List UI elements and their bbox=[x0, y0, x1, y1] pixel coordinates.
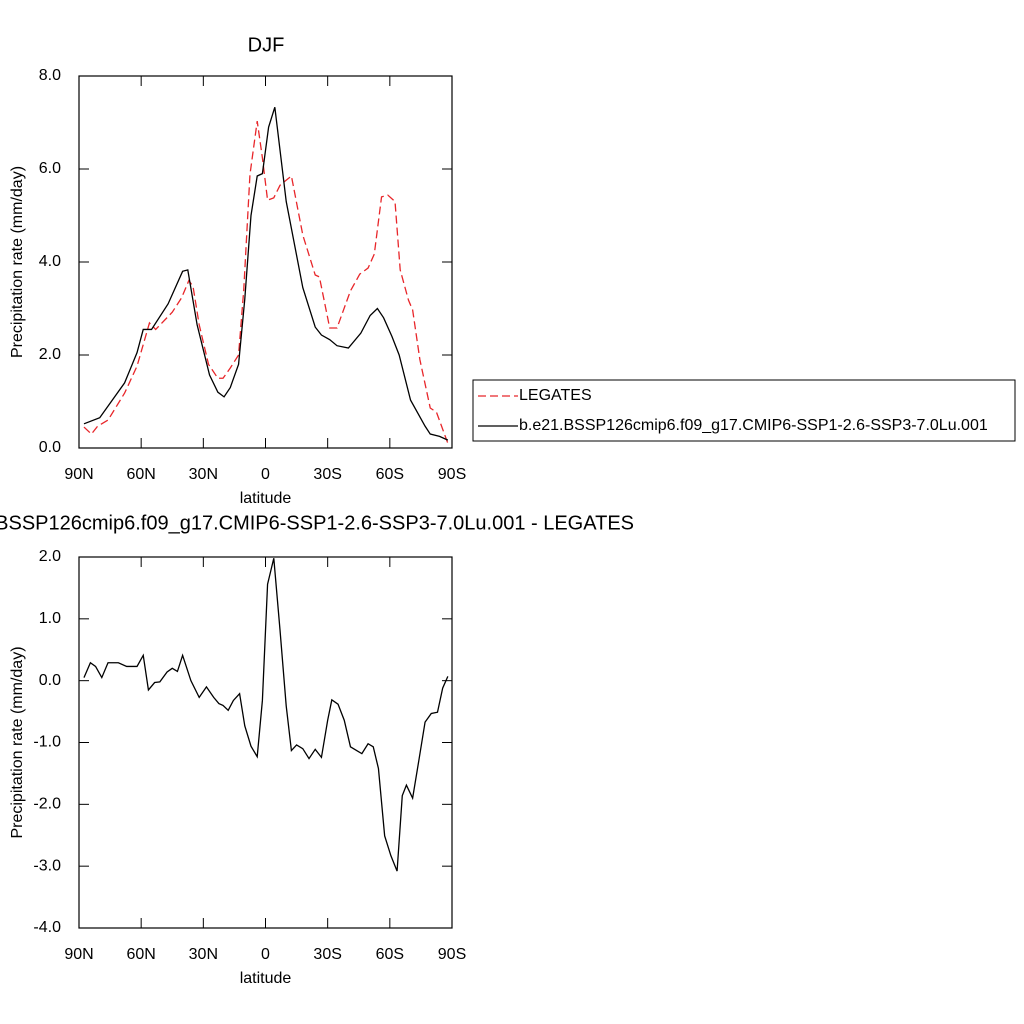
x-tick-label: 90S bbox=[438, 466, 466, 483]
x-tick-label: 0 bbox=[261, 466, 270, 483]
legend-label: b.e21.BSSP126cmip6.f09_g17.CMIP6-SSP1-2.… bbox=[519, 417, 988, 434]
data-line bbox=[83, 558, 449, 872]
y-tick-label: 6.0 bbox=[39, 160, 61, 177]
y-tick-label: -2.0 bbox=[33, 796, 61, 813]
plot-frame bbox=[78, 75, 453, 449]
y-tick-label: 2.0 bbox=[39, 548, 61, 565]
x-tick-label: 60N bbox=[126, 946, 155, 963]
chart-title: b.e21.BSSP126cmip6.f09_g17.CMIP6-SSP1-2.… bbox=[0, 512, 634, 534]
x-tick-label: 60S bbox=[376, 466, 404, 483]
x-tick-label: 90S bbox=[438, 946, 466, 963]
y-axis-label: Precipitation rate (mm/day) bbox=[9, 646, 26, 838]
x-tick-label: 30N bbox=[189, 946, 218, 963]
data-line bbox=[83, 106, 449, 441]
x-tick-label: 90N bbox=[64, 946, 93, 963]
x-tick-label: 30N bbox=[189, 466, 218, 483]
x-tick-label: 90N bbox=[64, 466, 93, 483]
y-tick-label: 1.0 bbox=[39, 610, 61, 627]
y-tick-label: 0.0 bbox=[39, 439, 61, 456]
legend-label: LEGATES bbox=[519, 387, 592, 404]
chart-title: DJF bbox=[248, 34, 285, 56]
y-tick-label: -1.0 bbox=[33, 734, 61, 751]
y-tick-label: -4.0 bbox=[33, 919, 61, 936]
y-axis-label: Precipitation rate (mm/day) bbox=[9, 166, 26, 358]
y-tick-label: 0.0 bbox=[39, 672, 61, 689]
y-tick-label: 8.0 bbox=[39, 67, 61, 84]
legend-box bbox=[472, 379, 1016, 442]
x-tick-label: 30S bbox=[313, 466, 341, 483]
x-axis-label: latitude bbox=[240, 970, 292, 987]
x-axis-label: latitude bbox=[240, 490, 292, 507]
y-tick-label: -3.0 bbox=[33, 857, 61, 874]
data-line bbox=[83, 121, 449, 444]
x-tick-label: 0 bbox=[261, 946, 270, 963]
y-tick-label: 2.0 bbox=[39, 346, 61, 363]
x-tick-label: 60N bbox=[126, 466, 155, 483]
plot-frame bbox=[78, 556, 453, 929]
x-tick-label: 60S bbox=[376, 946, 404, 963]
x-tick-label: 30S bbox=[313, 946, 341, 963]
y-tick-label: 4.0 bbox=[39, 253, 61, 270]
